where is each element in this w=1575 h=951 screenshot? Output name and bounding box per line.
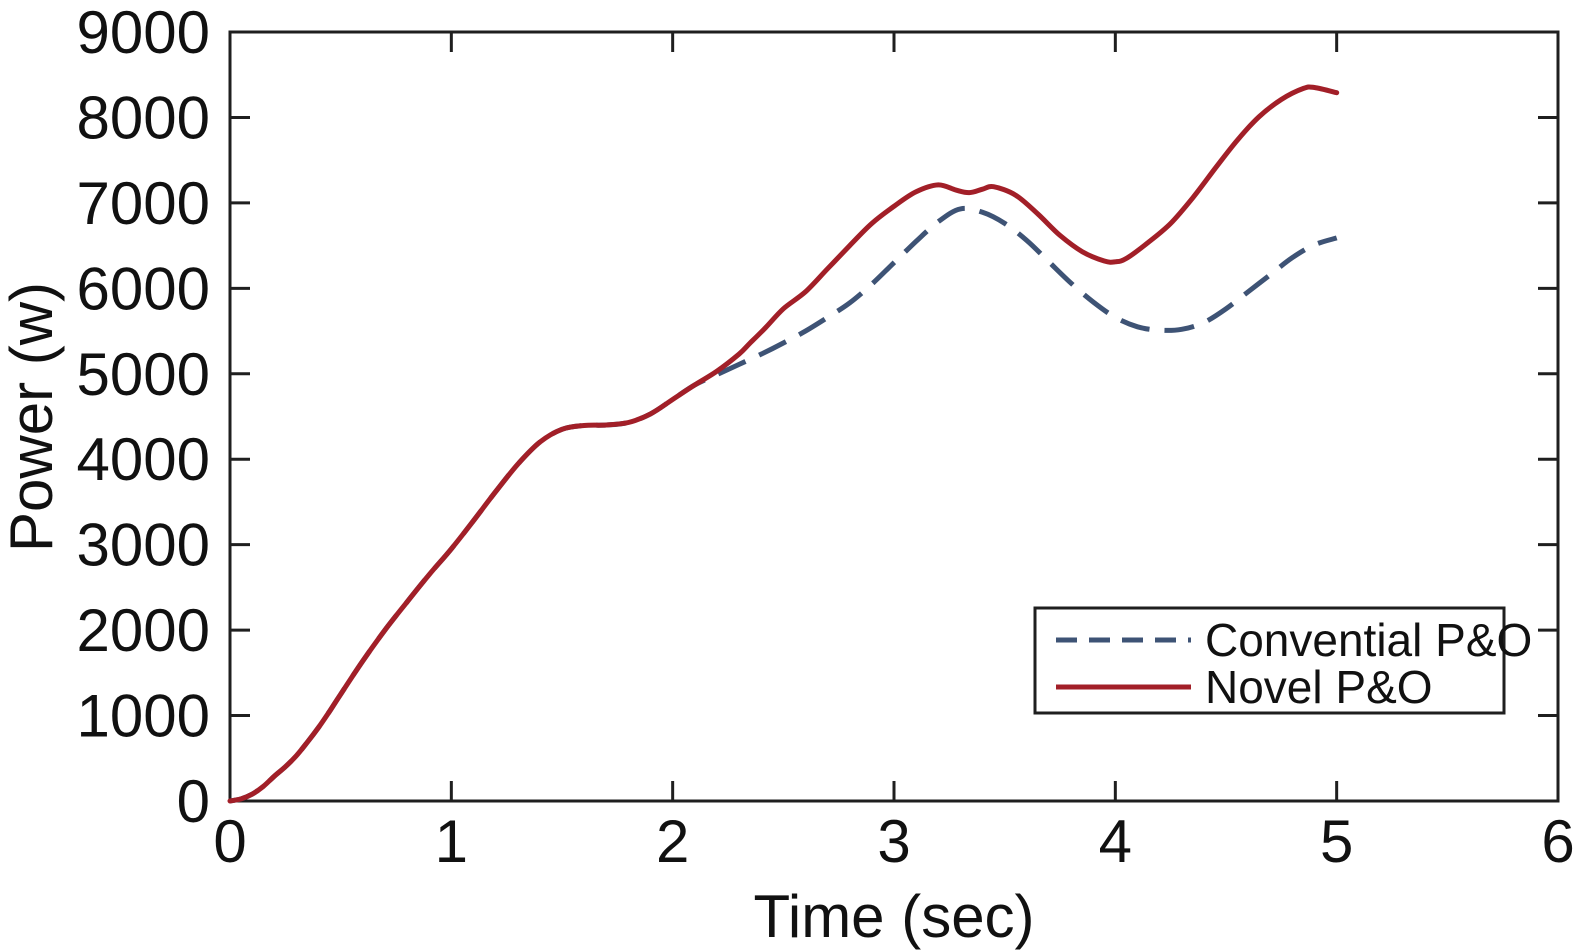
y-tick-label: 9000 [77, 0, 210, 66]
y-tick-label: 3000 [77, 512, 210, 579]
x-tick-label: 0 [213, 808, 246, 875]
y-tick-label: 1000 [77, 683, 210, 750]
x-tick-label: 4 [1099, 808, 1132, 875]
y-tick-label: 7000 [77, 170, 210, 237]
data-series-lines [227, 84, 1340, 804]
y-tick-label: 0 [177, 768, 210, 835]
novel-po-curve [227, 84, 1340, 804]
legend-box [1033, 606, 1506, 715]
y-tick-label: 6000 [77, 255, 210, 322]
y-tick-label: 5000 [77, 341, 210, 408]
legend-label-conventional: Convential P&O [1205, 614, 1532, 666]
x-tick-label: 3 [877, 808, 910, 875]
x-tick-label: 5 [1320, 808, 1353, 875]
x-axis-tick-labels: 0 1 2 3 4 5 6 [213, 808, 1574, 875]
x-tick-label: 2 [656, 808, 689, 875]
legend: Convential P&O Novel P&O [1033, 606, 1532, 715]
legend-label-novel: Novel P&O [1205, 661, 1433, 713]
y-tick-label: 2000 [77, 597, 210, 664]
y-axis-tick-labels: 0 1000 2000 3000 4000 5000 6000 7000 8000 9000 [77, 0, 210, 835]
y-tick-label: 4000 [77, 426, 210, 493]
x-axis-label: Time (sec) [753, 883, 1034, 950]
y-tick-label: 8000 [77, 84, 210, 151]
x-tick-label: 1 [435, 808, 468, 875]
y-axis-label: Power (w) [0, 282, 65, 552]
axis-ticks [228, 30, 1560, 803]
x-tick-label: 6 [1541, 808, 1574, 875]
